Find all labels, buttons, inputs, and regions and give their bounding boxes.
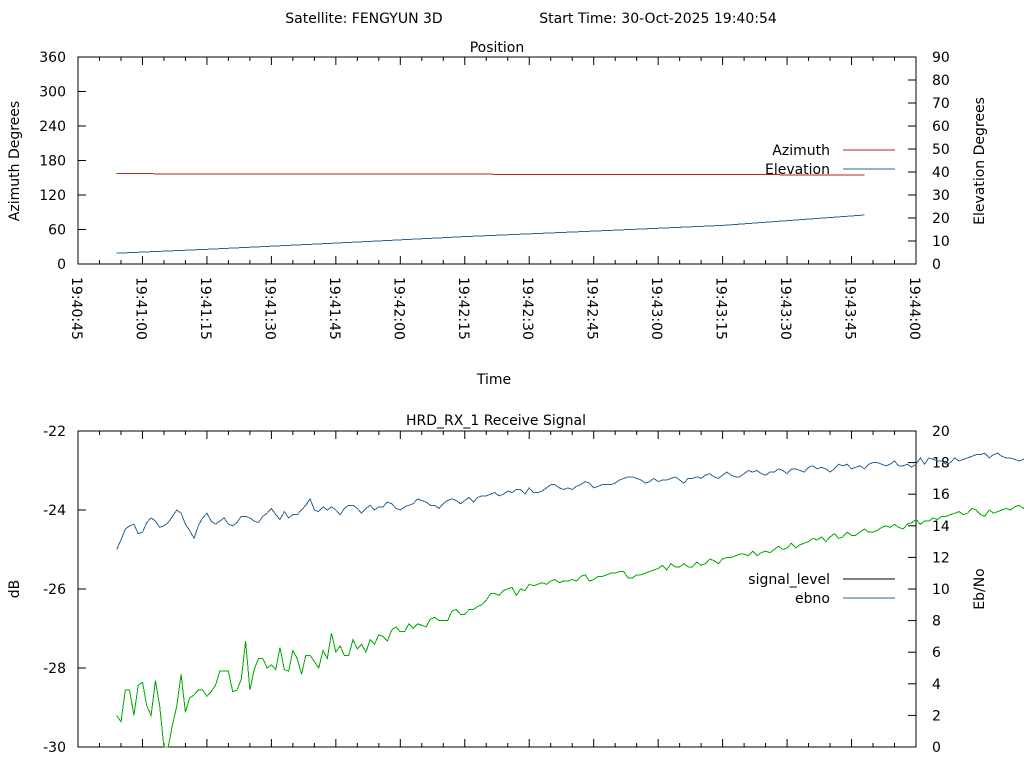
y2-tick-label: 80 — [932, 73, 950, 89]
y2-tick-label: 0 — [932, 740, 941, 756]
db-axis-label: dB — [7, 580, 23, 599]
elevation-axis-label: Elevation Degrees — [972, 97, 988, 225]
y-tick-label: 240 — [39, 119, 66, 135]
x-tick-label: 19:44:00 — [906, 277, 922, 340]
azimuth-axis-label: Azimuth Degrees — [7, 101, 23, 221]
legend-label: Azimuth — [772, 143, 830, 159]
legend-label: signal_level — [748, 572, 830, 588]
legend-label: Elevation — [765, 162, 830, 178]
y2-tick-label: 30 — [932, 188, 950, 204]
y2-tick-label: 40 — [932, 165, 950, 181]
y-tick-label: 300 — [39, 85, 66, 101]
satellite-label: Satellite: FENGYUN 3D — [285, 11, 442, 27]
x-tick-label: 19:41:15 — [197, 277, 213, 340]
legend-label: ebno — [795, 591, 830, 607]
y2-tick-label: 70 — [932, 96, 950, 112]
receive-signal-plot-frame — [77, 430, 917, 748]
x-tick-label: 19:43:00 — [648, 277, 664, 340]
y2-tick-label: 6 — [932, 645, 941, 661]
position-plot-frame — [77, 56, 917, 265]
y-tick-label: 60 — [48, 223, 66, 239]
y-tick-label: -24 — [43, 503, 66, 519]
y2-tick-label: 10 — [932, 234, 950, 250]
x-tick-label: 19:43:30 — [777, 277, 793, 340]
y-tick-label: -22 — [43, 424, 66, 440]
position-chart-title: Position — [470, 40, 525, 56]
y2-tick-label: 14 — [932, 519, 950, 535]
series-line — [116, 173, 865, 176]
y2-tick-label: 2 — [932, 708, 941, 724]
receive-signal-chart-title: HRD_RX_1 Receive Signal — [406, 413, 586, 429]
position-axis-ticks: 0 60 120 180 240 300 360 0 10 20 30 40 50 60 70 80 90 19:… — [39, 50, 950, 340]
series-line — [116, 214, 865, 254]
y-tick-label: -28 — [43, 661, 66, 677]
y2-tick-label: 8 — [932, 614, 941, 630]
ebno-axis-label: Eb/No — [972, 568, 988, 610]
y-tick-label: 120 — [39, 188, 66, 204]
start-time-label: Start Time: 30-Oct-2025 19:40:54 — [539, 11, 777, 27]
y2-tick-label: 16 — [932, 487, 950, 503]
y2-tick-label: 18 — [932, 456, 950, 472]
position-legend: Azimuth Elevation — [765, 143, 895, 178]
y2-tick-label: 20 — [932, 424, 950, 440]
position-series-lines — [116, 173, 865, 254]
x-tick-label: 19:42:15 — [455, 277, 471, 340]
position-x-axis-label: Time — [476, 372, 511, 388]
x-tick-label: 19:41:00 — [132, 277, 148, 340]
x-tick-label: 19:41:45 — [326, 277, 342, 340]
x-tick-label: 19:42:45 — [584, 277, 600, 340]
y-tick-label: 180 — [39, 154, 66, 170]
x-tick-label: 19:40:45 — [68, 277, 84, 340]
series-line — [116, 504, 1024, 748]
x-tick-label: 19:42:30 — [519, 277, 535, 340]
x-tick-label: 19:42:00 — [390, 277, 406, 340]
receive-signal-chart: HRD_RX_1 Receive Signal -30 -28 -26 -24 -22 0… — [7, 413, 1024, 756]
x-tick-label: 19:43:15 — [713, 277, 729, 340]
x-tick-label: 19:41:30 — [261, 277, 277, 340]
y2-tick-label: 90 — [932, 50, 950, 66]
y2-tick-label: 12 — [932, 550, 950, 566]
y2-tick-label: 60 — [932, 119, 950, 135]
position-chart: Position 0 60 120 180 240 300 360 0 10 20 30 40 50 60… — [7, 40, 988, 388]
receive-signal-series-lines — [116, 452, 1024, 748]
y2-tick-label: 0 — [932, 257, 941, 273]
y-tick-label: 360 — [39, 50, 66, 66]
y-tick-label: -30 — [43, 740, 66, 756]
y2-tick-label: 4 — [932, 677, 941, 693]
y-tick-label: 0 — [57, 257, 66, 273]
y2-tick-label: 20 — [932, 211, 950, 227]
y2-tick-label: 10 — [932, 582, 950, 598]
y2-tick-label: 50 — [932, 142, 950, 158]
receive-signal-axis-ticks: -30 -28 -26 -24 -22 0 2 4 6 8 10 12 14 16 18 20 — [43, 424, 950, 756]
series-line — [116, 452, 1024, 550]
y-tick-label: -26 — [43, 582, 66, 598]
x-tick-label: 19:43:45 — [842, 277, 858, 340]
